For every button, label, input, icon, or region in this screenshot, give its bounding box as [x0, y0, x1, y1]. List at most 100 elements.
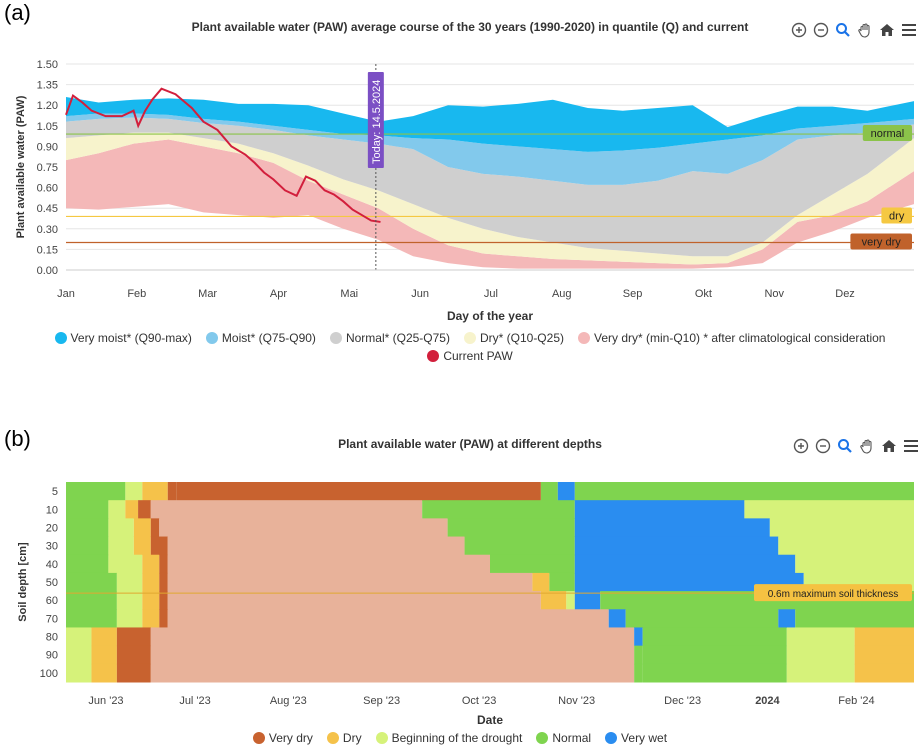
annotation-label: 0.6m maximum soil thickness	[768, 589, 899, 600]
heatmap-cell	[447, 518, 575, 538]
heatmap-cell	[108, 518, 134, 538]
reference-line-label: dry	[889, 210, 905, 222]
legend-item[interactable]: Normal	[536, 731, 591, 745]
chart-b-legend: Very dry Dry Beginning of the drought Norma…	[200, 731, 720, 745]
y-tick-label: 0.00	[37, 265, 58, 277]
home-reset-icon[interactable]	[878, 21, 896, 39]
y-tick-label: 1.20	[37, 100, 58, 112]
heatmap-cell	[116, 609, 143, 628]
zoom-in-icon[interactable]	[792, 437, 810, 455]
heatmap-cell	[574, 536, 779, 556]
legend-item[interactable]: Beginning of the drought	[375, 731, 522, 745]
heatmap-cell	[642, 663, 787, 683]
depth-tick-label: 70	[46, 613, 58, 625]
legend-label: Very wet	[621, 731, 668, 745]
zoom-out-icon[interactable]	[814, 437, 832, 455]
heatmap-cell	[574, 591, 601, 610]
heatmap-cell	[108, 536, 134, 556]
legend-label: Normal	[552, 731, 592, 745]
legend-item[interactable]: Moist* (Q75-Q90)	[205, 331, 316, 345]
panel-b-label: (b)	[4, 426, 31, 451]
y-axis-title: Soil depth [cm]	[17, 542, 29, 622]
menu-icon[interactable]	[900, 21, 918, 39]
x-tick-label: Dec '23	[664, 695, 701, 707]
pan-hand-icon[interactable]	[858, 437, 876, 455]
chart-a-toolbar	[790, 21, 918, 39]
heatmap-cell	[642, 645, 787, 665]
heatmap-cell	[66, 482, 126, 501]
heatmap-cell	[778, 536, 914, 556]
heatmap-cell	[66, 663, 92, 683]
heatmap-cell	[786, 663, 855, 683]
heatmap-cell	[795, 609, 914, 628]
heatmap-cell	[574, 518, 770, 538]
x-tick-label: Nov	[764, 288, 784, 300]
x-tick-label: Dez	[835, 288, 855, 300]
heatmap-cell	[142, 591, 160, 610]
home-reset-icon[interactable]	[880, 437, 898, 455]
y-tick-label: 0.60	[37, 183, 58, 195]
legend-marker-icon	[252, 732, 265, 744]
legend-item[interactable]: Dry* (Q10-Q25)	[463, 331, 564, 345]
legend-marker-icon	[326, 732, 339, 744]
zoom-out-icon[interactable]	[812, 21, 830, 39]
x-tick-label: 2024	[755, 695, 780, 707]
heatmap-cell	[66, 591, 117, 610]
legend-item[interactable]: Very dry* (min-Q10) * after climatologic…	[578, 331, 885, 345]
depth-tick-label: 40	[46, 559, 58, 571]
chart-a-title: Plant available water (PAW) average cour…	[191, 20, 749, 34]
x-tick-label: Mar	[198, 288, 217, 300]
x-tick-label: Oct '23	[462, 695, 497, 707]
depth-tick-label: 10	[46, 504, 58, 516]
heatmap-cell	[540, 482, 558, 501]
band-very-moist	[66, 96, 914, 152]
heatmap-cell	[66, 609, 117, 628]
legend-item[interactable]: Very moist* (Q90-max)	[54, 331, 192, 345]
band-normal	[66, 117, 914, 257]
x-tick-label: Jul	[484, 288, 498, 300]
legend-marker-icon	[536, 732, 549, 744]
heatmap-cell	[490, 554, 575, 574]
legend-marker-icon	[578, 332, 590, 344]
legend-marker-icon	[427, 350, 440, 362]
heatmap-cell	[786, 645, 855, 665]
heatmap-cell	[116, 627, 151, 647]
legend-item[interactable]: Very wet	[605, 731, 667, 745]
x-tick-label: Jan	[57, 288, 75, 300]
heatmap-cell	[557, 482, 575, 501]
x-tick-label: Sep	[623, 288, 643, 300]
chart-b-toolbar	[792, 437, 920, 455]
legend-label: Normal* (Q25-Q75)	[345, 331, 450, 345]
heatmap-cell	[142, 554, 160, 574]
heatmap-cell	[116, 591, 143, 610]
menu-icon[interactable]	[902, 437, 920, 455]
heatmap-cell	[66, 572, 117, 592]
selection-zoom-icon[interactable]	[836, 437, 854, 455]
heatmap-cell	[634, 627, 643, 647]
heatmap-cell	[116, 663, 151, 683]
reference-line-tag	[881, 207, 912, 224]
depth-tick-label: 90	[46, 650, 58, 662]
legend-item[interactable]: Normal* (Q25-Q75)	[329, 331, 450, 345]
heatmap-cell	[574, 482, 914, 501]
legend-item[interactable]: Very dry	[252, 731, 313, 745]
heatmap-cell	[159, 572, 168, 592]
depth-tick-label: 60	[46, 595, 58, 607]
heatmap-cell	[125, 482, 143, 501]
reference-line-tag	[862, 125, 912, 142]
heatmap-cell	[167, 554, 490, 574]
heatmap-cell	[125, 500, 139, 519]
zoom-in-icon[interactable]	[790, 21, 808, 39]
selection-zoom-icon[interactable]	[834, 21, 852, 39]
legend-item[interactable]: Dry	[326, 731, 362, 745]
x-tick-label: Feb	[127, 288, 146, 300]
x-tick-label: Jun '23	[88, 695, 123, 707]
pan-hand-icon[interactable]	[856, 21, 874, 39]
heatmap-cell	[634, 663, 643, 683]
y-tick-label: 0.30	[37, 224, 58, 236]
legend-item[interactable]: Current PAW	[427, 349, 513, 363]
heatmap-cell	[66, 518, 109, 538]
x-tick-label: Okt	[695, 288, 712, 300]
x-tick-label: Apr	[270, 288, 287, 300]
heatmap-cell	[150, 645, 635, 665]
